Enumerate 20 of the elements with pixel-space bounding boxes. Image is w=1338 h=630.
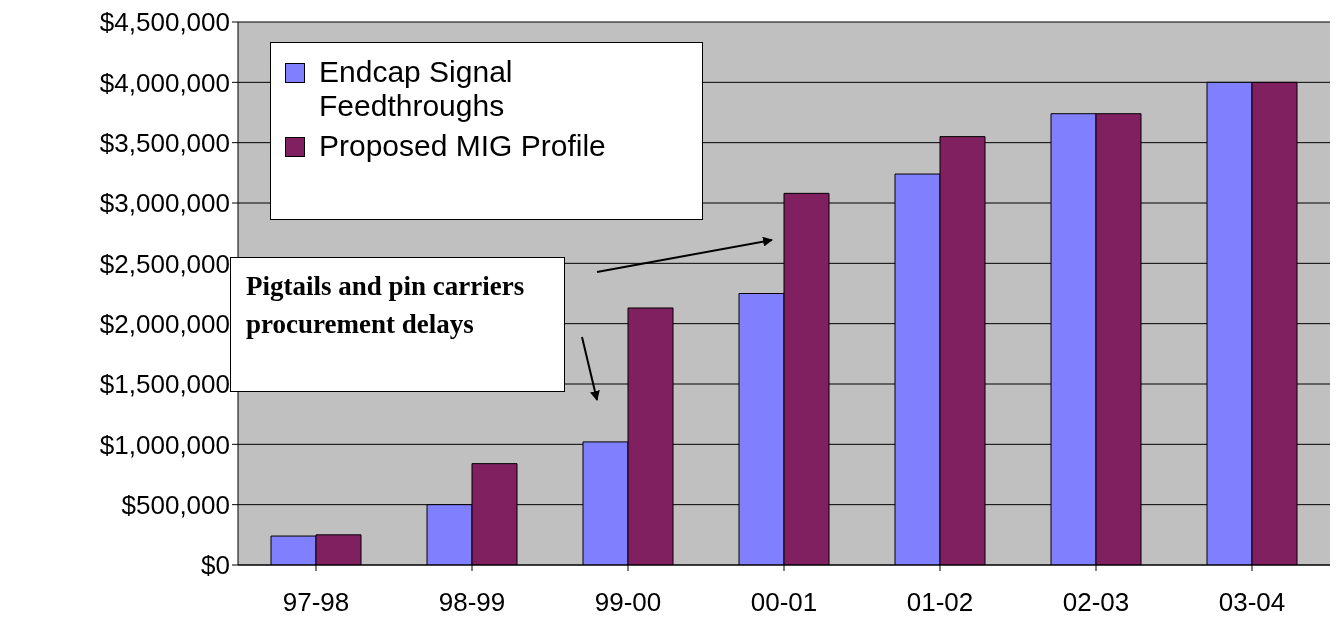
- y-tick-label: $1,500,000: [99, 369, 230, 400]
- x-tick-label: 97-98: [282, 587, 350, 618]
- y-tick-label: $4,000,000: [99, 67, 230, 98]
- y-tick-label: $2,500,000: [99, 248, 230, 279]
- x-tick-label: 03-04: [1218, 587, 1286, 618]
- y-tick-label: $2,000,000: [99, 308, 230, 339]
- legend-label: Endcap Signal Feedthroughs: [319, 55, 514, 123]
- y-tick-label: $3,500,000: [99, 127, 230, 158]
- x-tick-label: 01-02: [906, 587, 974, 618]
- x-tick-label: 98-99: [438, 587, 506, 618]
- annotation: Pigtails and pin carriers procurement delays: [245, 270, 526, 341]
- x-tick-label: 02-03: [1062, 587, 1130, 618]
- y-tick-label: $4,500,000: [99, 7, 230, 38]
- y-tick-label: $500,000: [121, 489, 230, 520]
- legend-label: Proposed MIG Profile: [319, 129, 606, 163]
- x-tick-label: 99-00: [594, 587, 662, 618]
- y-tick-label: $3,000,000: [99, 188, 230, 219]
- y-tick-label: $1,000,000: [99, 429, 230, 460]
- y-tick-label: $0: [201, 550, 230, 581]
- x-tick-label: 00-01: [750, 587, 818, 618]
